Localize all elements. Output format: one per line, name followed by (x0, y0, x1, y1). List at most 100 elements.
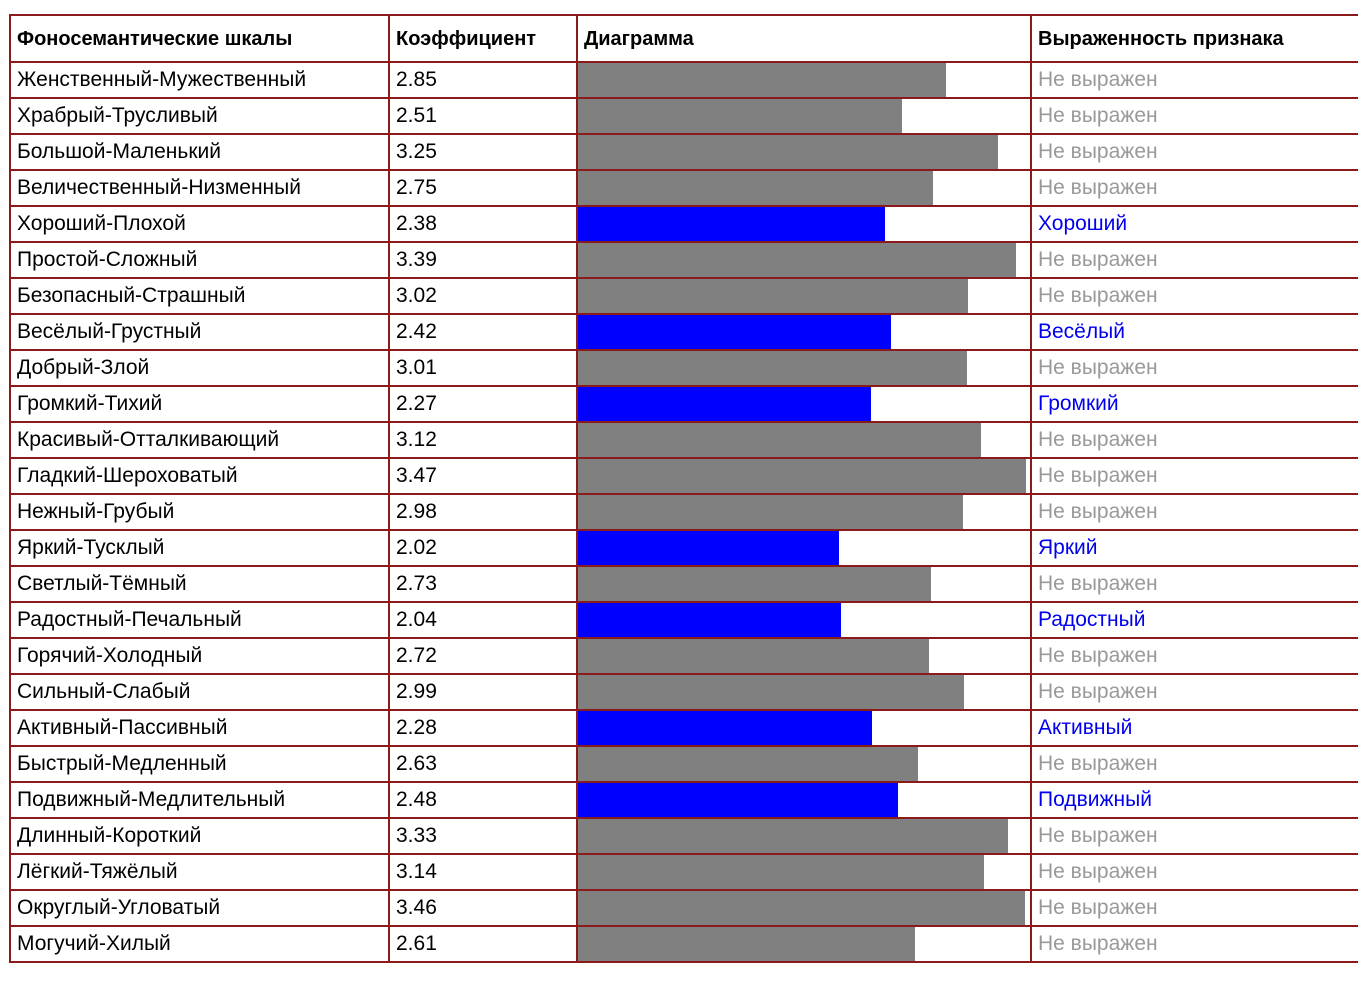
table-row: Горячий-Холодный 2.72 Не выражен (9, 637, 1358, 675)
expression-cell: Не выражен (1030, 853, 1358, 891)
coefficient-cell: 2.72 (388, 637, 578, 675)
bar-neutral (579, 172, 934, 204)
diagram-cell (576, 277, 1032, 315)
scale-cell: Быстрый-Медленный (9, 745, 390, 783)
diagram-cell (576, 313, 1032, 351)
diagram-cell (576, 781, 1032, 819)
phonosemantic-table: Фоносемантические шкалы Коэффициент Диаг… (9, 14, 1358, 963)
coefficient-cell: 2.51 (388, 97, 578, 135)
table-row: Большой-Маленький 3.25 Не выражен (9, 133, 1358, 171)
diagram-cell (576, 925, 1032, 963)
bar-expressed (579, 208, 886, 240)
expression-cell: Не выражен (1030, 925, 1358, 963)
bar-expressed (579, 712, 873, 744)
coefficient-cell: 3.46 (388, 889, 578, 927)
diagram-cell (576, 457, 1032, 495)
coefficient-cell: 2.38 (388, 205, 578, 243)
table-row: Активный-Пассивный 2.28 Активный (9, 709, 1358, 747)
diagram-cell (576, 61, 1032, 99)
scale-cell: Яркий-Тусклый (9, 529, 390, 567)
coefficient-cell: 3.25 (388, 133, 578, 171)
expression-cell: Не выражен (1030, 97, 1358, 135)
coefficient-cell: 2.28 (388, 709, 578, 747)
expression-cell: Не выражен (1030, 241, 1358, 279)
coefficient-cell: 3.02 (388, 277, 578, 315)
table-row: Женственный-Мужественный 2.85 Не выражен (9, 61, 1358, 99)
bar-expressed (579, 532, 839, 564)
coefficient-cell: 2.02 (388, 529, 578, 567)
diagram-cell (576, 421, 1032, 459)
table-row: Красивый-Отталкивающий 3.12 Не выражен (9, 421, 1358, 459)
expression-cell: Яркий (1030, 529, 1358, 567)
header-scale: Фоносемантические шкалы (9, 14, 390, 63)
coefficient-cell: 2.04 (388, 601, 578, 639)
scale-cell: Громкий-Тихий (9, 385, 390, 423)
scale-cell: Храбрый-Трусливый (9, 97, 390, 135)
scale-cell: Могучий-Хилый (9, 925, 390, 963)
table-row: Сильный-Слабый 2.99 Не выражен (9, 673, 1358, 711)
diagram-cell (576, 97, 1032, 135)
table-row: Яркий-Тусклый 2.02 Яркий (9, 529, 1358, 567)
coefficient-cell: 2.42 (388, 313, 578, 351)
bar-neutral (579, 820, 1009, 852)
table-body: Женственный-Мужественный 2.85 Не выражен Хр… (9, 61, 1358, 963)
table-row: Громкий-Тихий 2.27 Громкий (9, 385, 1358, 423)
coefficient-cell: 3.33 (388, 817, 578, 855)
header-expression: Выраженность признака (1030, 14, 1358, 63)
expression-cell: Не выражен (1030, 61, 1358, 99)
bar-neutral (579, 460, 1027, 492)
bar-expressed (579, 604, 842, 636)
scale-cell: Безопасный-Страшный (9, 277, 390, 315)
coefficient-cell: 2.48 (388, 781, 578, 819)
bar-neutral (579, 676, 965, 708)
coefficient-cell: 2.73 (388, 565, 578, 603)
expression-cell: Не выражен (1030, 565, 1358, 603)
diagram-cell (576, 385, 1032, 423)
table-row: Лёгкий-Тяжёлый 3.14 Не выражен (9, 853, 1358, 891)
diagram-cell (576, 709, 1032, 747)
diagram-cell (576, 529, 1032, 567)
table-row: Величественный-Низменный 2.75 Не выражен (9, 169, 1358, 207)
expression-cell: Радостный (1030, 601, 1358, 639)
bar-neutral (579, 280, 968, 312)
expression-cell: Не выражен (1030, 421, 1358, 459)
diagram-cell (576, 349, 1032, 387)
scale-cell: Большой-Маленький (9, 133, 390, 171)
coefficient-cell: 3.39 (388, 241, 578, 279)
table-row: Радостный-Печальный 2.04 Радостный (9, 601, 1358, 639)
expression-cell: Громкий (1030, 385, 1358, 423)
diagram-cell (576, 601, 1032, 639)
scale-cell: Подвижный-Медлительный (9, 781, 390, 819)
scale-cell: Радостный-Печальный (9, 601, 390, 639)
expression-cell: Не выражен (1030, 349, 1358, 387)
scale-cell: Горячий-Холодный (9, 637, 390, 675)
expression-cell: Не выражен (1030, 817, 1358, 855)
bar-neutral (579, 64, 947, 96)
scale-cell: Простой-Сложный (9, 241, 390, 279)
diagram-cell (576, 133, 1032, 171)
header-diagram: Диаграмма (576, 14, 1032, 63)
table-row: Подвижный-Медлительный 2.48 Подвижный (9, 781, 1358, 819)
coefficient-cell: 2.63 (388, 745, 578, 783)
scale-cell: Длинный-Короткий (9, 817, 390, 855)
bar-expressed (579, 316, 891, 348)
bar-expressed (579, 784, 899, 816)
table-row: Длинный-Короткий 3.33 Не выражен (9, 817, 1358, 855)
coefficient-cell: 2.75 (388, 169, 578, 207)
table-row: Безопасный-Страшный 3.02 Не выражен (9, 277, 1358, 315)
bar-neutral (579, 640, 930, 672)
bar-neutral (579, 244, 1016, 276)
bar-neutral (579, 136, 998, 168)
expression-cell: Не выражен (1030, 133, 1358, 171)
expression-cell: Не выражен (1030, 673, 1358, 711)
table-row: Простой-Сложный 3.39 Не выражен (9, 241, 1358, 279)
scale-cell: Добрый-Злой (9, 349, 390, 387)
table-row: Храбрый-Трусливый 2.51 Не выражен (9, 97, 1358, 135)
expression-cell: Не выражен (1030, 889, 1358, 927)
table-row: Светлый-Тёмный 2.73 Не выражен (9, 565, 1358, 603)
scale-cell: Хороший-Плохой (9, 205, 390, 243)
bar-neutral (579, 496, 963, 528)
coefficient-cell: 3.14 (388, 853, 578, 891)
scale-cell: Весёлый-Грустный (9, 313, 390, 351)
scale-cell: Величественный-Низменный (9, 169, 390, 207)
